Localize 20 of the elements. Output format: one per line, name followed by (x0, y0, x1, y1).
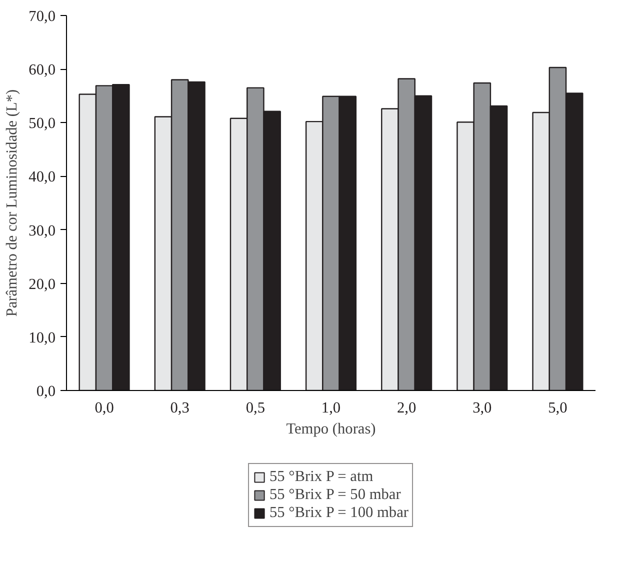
y-tick-label: 40,0 (28, 168, 56, 186)
legend-label: 55 °Brix P = 50 mbar (270, 486, 401, 504)
y-tick-label: 70,0 (28, 8, 56, 25)
y-tick-label: 0,0 (36, 383, 56, 400)
x-tick-label: 0,5 (246, 400, 266, 416)
y-tick-label: 20,0 (28, 276, 56, 293)
y-tick-label: 60,0 (28, 62, 56, 79)
y-axis-title: Parâmetro de cor Luminosidade (L*) (4, 89, 21, 317)
y-tick-label: 30,0 (28, 222, 56, 240)
x-tick-label: 3,0 (472, 400, 492, 416)
y-tick-label: 50,0 (28, 115, 56, 132)
x-tick-label: 0,0 (94, 400, 114, 416)
x-tick-label: 2,0 (396, 400, 416, 416)
x-tick-label: 1,0 (321, 400, 341, 416)
x-tick-label: 0,3 (170, 400, 190, 416)
legend-label: 55 °Brix P = 100 mbar (270, 504, 408, 522)
x-tick-label: 5,0 (548, 400, 568, 416)
legend-label: 55 °Brix P = atm (270, 468, 374, 486)
y-tick-label: 10,0 (28, 329, 56, 346)
x-axis-title: Tempo (horas) (286, 420, 376, 438)
